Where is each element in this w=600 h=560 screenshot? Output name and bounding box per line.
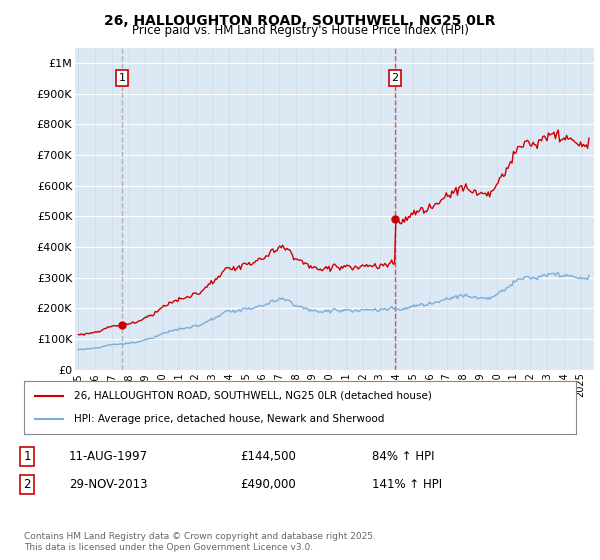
Text: 29-NOV-2013: 29-NOV-2013: [69, 478, 148, 491]
Text: 2: 2: [391, 73, 398, 83]
Text: Price paid vs. HM Land Registry's House Price Index (HPI): Price paid vs. HM Land Registry's House …: [131, 24, 469, 37]
Text: HPI: Average price, detached house, Newark and Sherwood: HPI: Average price, detached house, Newa…: [74, 414, 384, 424]
Text: £490,000: £490,000: [240, 478, 296, 491]
Text: 26, HALLOUGHTON ROAD, SOUTHWELL, NG25 0LR (detached house): 26, HALLOUGHTON ROAD, SOUTHWELL, NG25 0L…: [74, 391, 431, 401]
Text: 1: 1: [119, 73, 125, 83]
Text: 1: 1: [23, 450, 31, 463]
Text: 141% ↑ HPI: 141% ↑ HPI: [372, 478, 442, 491]
Text: 11-AUG-1997: 11-AUG-1997: [69, 450, 148, 463]
Text: 26, HALLOUGHTON ROAD, SOUTHWELL, NG25 0LR: 26, HALLOUGHTON ROAD, SOUTHWELL, NG25 0L…: [104, 14, 496, 28]
Text: £144,500: £144,500: [240, 450, 296, 463]
Text: Contains HM Land Registry data © Crown copyright and database right 2025.
This d: Contains HM Land Registry data © Crown c…: [24, 532, 376, 552]
Text: 2: 2: [23, 478, 31, 491]
Text: 84% ↑ HPI: 84% ↑ HPI: [372, 450, 434, 463]
